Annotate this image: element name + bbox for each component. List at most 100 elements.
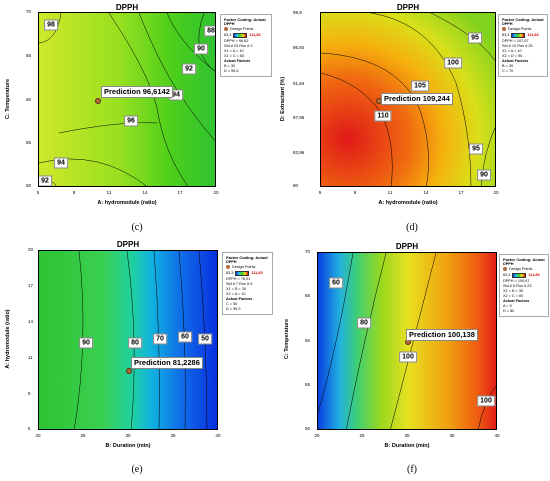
legend-line: X1 = B = 30 <box>226 287 247 291</box>
design-points-entry: Design Points <box>226 265 269 270</box>
legend-line: DPPH = 100,67 <box>503 279 530 283</box>
legend-line: X2 = C = 60 <box>503 294 524 298</box>
contour-label: 92 <box>182 63 196 75</box>
legend-line: X1 = A = 10 <box>502 49 522 53</box>
x-tick: 20 <box>35 433 41 438</box>
y-axis-label: C: Temperature <box>5 78 11 120</box>
legend-line: X2 = D = 90 <box>502 54 523 58</box>
legend-line: X2 = A = 10 <box>226 292 246 296</box>
x-tick: 40 <box>215 433 221 438</box>
y-axis-label: A: hydromodule (ratio) <box>5 309 11 369</box>
actual-factors-title: Actual Factors <box>226 297 253 301</box>
color-bar <box>512 273 527 278</box>
contour-label: 98 <box>44 19 58 31</box>
prediction-point[interactable] <box>126 368 132 374</box>
contour-label: 100 <box>399 351 417 363</box>
x-axis-label: A: hydromodule (ratio) <box>378 200 438 206</box>
contour-label: 50 <box>198 333 212 345</box>
color-bar <box>511 33 526 38</box>
actual-factor: D = 80 <box>503 309 515 313</box>
y-axis-label: C: Temperature <box>284 318 290 360</box>
x-tick: 11 <box>106 190 112 195</box>
contour-label: 60 <box>329 277 343 289</box>
y-tick: 83,96 <box>293 149 305 155</box>
contour-label: 92 <box>39 175 52 186</box>
prediction-label: Prediction 81,2286 <box>131 357 203 369</box>
panel-c: DPPH 98 88 90 92 94 96 <box>0 0 275 240</box>
contour-label: 90 <box>79 337 93 349</box>
legend-line: DPPH = 107,07 <box>502 39 529 43</box>
y-tick: 8 <box>28 390 31 396</box>
prediction-label: Prediction 100,138 <box>406 329 478 341</box>
panel-d: DPPH 95 100 105 110 95 90 <box>275 0 550 240</box>
plot-area: 60 80 100 100 Prediction 100,138 <box>317 252 497 430</box>
legend-line: X1 = A = 10 <box>224 49 244 53</box>
y-tick: 99,9 <box>293 9 302 15</box>
x-tick: 14 <box>142 190 148 195</box>
x-tick: 40 <box>494 433 500 438</box>
x-tick: 35 <box>170 433 176 438</box>
plot-area: 90 80 70 60 50 Prediction 81,2286 <box>38 250 218 430</box>
contour-label: 105 <box>411 80 429 92</box>
x-tick: 20 <box>493 190 499 195</box>
legend-line: Std # 10 Run # 25 <box>502 44 533 48</box>
actual-factor: C = 50 <box>226 302 238 306</box>
actual-factor: A = 5 <box>503 304 512 308</box>
x-axis-label: B: Duration (min) <box>384 443 430 449</box>
legend-line: Std # 7 Run # 9 <box>226 282 253 286</box>
x-tick: 17 <box>177 190 183 195</box>
panel-caption: (f) <box>407 464 417 475</box>
response-name: DPPH <box>224 22 235 26</box>
contour-label: 60 <box>178 331 192 343</box>
color-scale: 83,3 111,83 <box>502 33 539 38</box>
y-tick: 70 <box>305 248 311 254</box>
x-axis-label: B: Duration (min) <box>105 443 151 449</box>
contour-label: 95 <box>468 32 482 44</box>
x-tick: 17 <box>458 190 464 195</box>
y-tick: 11 <box>28 354 33 360</box>
color-scale: 83,3 111,83 <box>226 271 263 276</box>
response-name: DPPH <box>226 260 237 264</box>
x-tick: 25 <box>80 433 86 438</box>
contour-svg <box>39 13 215 186</box>
x-tick: 8 <box>72 190 76 195</box>
response-name: DPPH <box>502 22 513 26</box>
contour-label: 80 <box>128 337 142 349</box>
design-point-icon <box>502 27 506 31</box>
contour-label: 94 <box>54 157 68 169</box>
legend-line: Std # 23 Run # 3 <box>224 44 253 48</box>
chart-title: DPPH <box>116 240 140 249</box>
color-scale: 83,3 111,83 <box>224 33 261 38</box>
contour-label: 90 <box>194 43 208 55</box>
x-tick: 5 <box>318 190 322 195</box>
y-tick: 5 <box>28 425 31 431</box>
actual-factor: D = 95,5 <box>224 69 239 73</box>
y-tick: 50 <box>305 425 311 431</box>
actual-factors-title: Actual Factors <box>503 299 530 303</box>
x-tick: 20 <box>314 433 320 438</box>
x-axis-label: A: hydromodule (ratio) <box>97 200 157 206</box>
legend-line: X1 = B = 30 <box>503 289 524 293</box>
factor-coding: Factor Coding: Actual <box>502 17 544 22</box>
actual-factor: D = 99,9 <box>226 307 241 311</box>
x-tick: 14 <box>423 190 429 195</box>
design-point-icon <box>226 265 230 269</box>
y-tick: 55 <box>26 139 32 145</box>
actual-factor: B = 30 <box>502 64 514 68</box>
actual-factors-title: Actual Factors <box>224 59 251 63</box>
contour-label: 95 <box>469 143 483 155</box>
legend-line: X2 = C = 60 <box>224 54 245 58</box>
y-tick: 20 <box>28 246 34 252</box>
prediction-label: Prediction 109,244 <box>381 93 453 105</box>
y-tick: 87,96 <box>293 114 305 120</box>
y-tick: 95,92 <box>293 44 305 50</box>
design-point-icon <box>503 267 507 271</box>
y-tick: 55 <box>305 381 311 387</box>
x-tick: 20 <box>213 190 219 195</box>
prediction-point[interactable] <box>95 98 101 104</box>
y-tick: 70 <box>26 8 32 14</box>
contour-label: 100 <box>444 57 462 69</box>
plot-area: 98 88 90 92 94 96 94 92 Prediction 96,61… <box>38 12 216 187</box>
contour-label: 70 <box>153 333 167 345</box>
factor-coding: Factor Coding: Actual <box>224 17 266 22</box>
